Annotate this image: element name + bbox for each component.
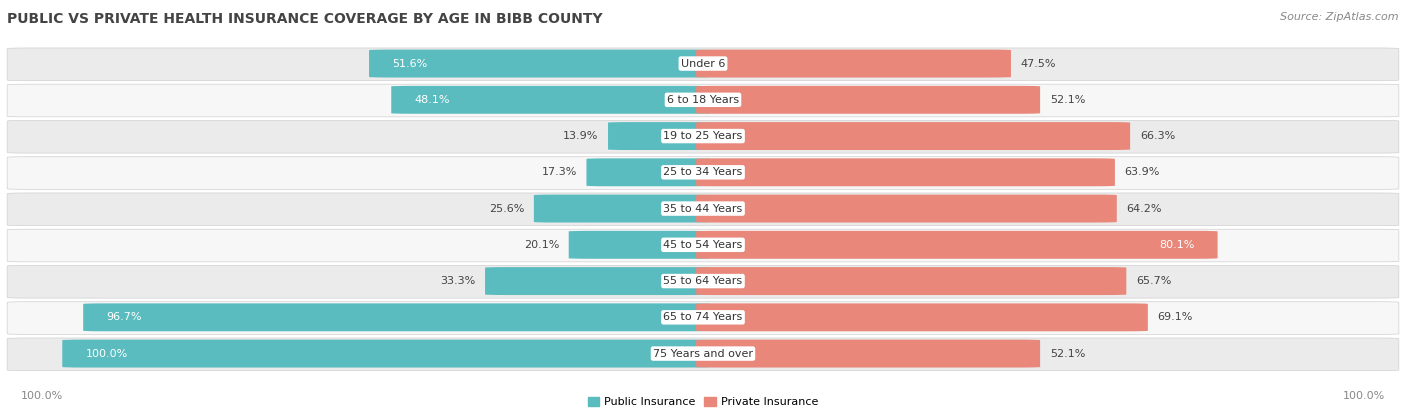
Text: 65 to 74 Years: 65 to 74 Years	[664, 312, 742, 322]
FancyBboxPatch shape	[62, 339, 710, 368]
Text: 47.5%: 47.5%	[1021, 59, 1056, 69]
FancyBboxPatch shape	[586, 158, 710, 186]
Text: 52.1%: 52.1%	[1050, 349, 1085, 358]
Text: 48.1%: 48.1%	[415, 95, 450, 105]
Text: 100.0%: 100.0%	[86, 349, 128, 358]
Text: PUBLIC VS PRIVATE HEALTH INSURANCE COVERAGE BY AGE IN BIBB COUNTY: PUBLIC VS PRIVATE HEALTH INSURANCE COVER…	[7, 12, 603, 26]
FancyBboxPatch shape	[7, 229, 1399, 262]
Text: 51.6%: 51.6%	[392, 59, 427, 69]
Text: 13.9%: 13.9%	[562, 131, 599, 141]
Text: 52.1%: 52.1%	[1050, 95, 1085, 105]
FancyBboxPatch shape	[696, 339, 1040, 368]
Text: 63.9%: 63.9%	[1125, 167, 1160, 177]
FancyBboxPatch shape	[696, 86, 1040, 114]
FancyBboxPatch shape	[7, 157, 1399, 189]
FancyBboxPatch shape	[391, 86, 710, 114]
FancyBboxPatch shape	[7, 193, 1399, 225]
FancyBboxPatch shape	[696, 304, 1147, 331]
FancyBboxPatch shape	[534, 195, 710, 223]
FancyBboxPatch shape	[7, 338, 1399, 370]
Text: 100.0%: 100.0%	[21, 391, 63, 401]
Text: Under 6: Under 6	[681, 59, 725, 69]
FancyBboxPatch shape	[696, 231, 1218, 259]
Text: 66.3%: 66.3%	[1140, 131, 1175, 141]
FancyBboxPatch shape	[485, 267, 710, 295]
Text: 25 to 34 Years: 25 to 34 Years	[664, 167, 742, 177]
Text: 65.7%: 65.7%	[1136, 276, 1171, 286]
FancyBboxPatch shape	[696, 158, 1115, 186]
Text: 69.1%: 69.1%	[1157, 312, 1192, 322]
FancyBboxPatch shape	[7, 121, 1399, 153]
Text: 6 to 18 Years: 6 to 18 Years	[666, 95, 740, 105]
FancyBboxPatch shape	[7, 302, 1399, 335]
FancyBboxPatch shape	[7, 266, 1399, 298]
Text: 55 to 64 Years: 55 to 64 Years	[664, 276, 742, 286]
FancyBboxPatch shape	[83, 304, 710, 331]
FancyBboxPatch shape	[696, 195, 1116, 223]
Text: 17.3%: 17.3%	[541, 167, 576, 177]
FancyBboxPatch shape	[607, 122, 710, 150]
FancyBboxPatch shape	[568, 231, 710, 259]
Text: 64.2%: 64.2%	[1126, 204, 1161, 214]
Legend: Public Insurance, Private Insurance: Public Insurance, Private Insurance	[583, 393, 823, 412]
Text: 45 to 54 Years: 45 to 54 Years	[664, 240, 742, 250]
FancyBboxPatch shape	[7, 84, 1399, 117]
Text: 33.3%: 33.3%	[440, 276, 475, 286]
Text: 96.7%: 96.7%	[107, 312, 142, 322]
Text: 20.1%: 20.1%	[523, 240, 560, 250]
FancyBboxPatch shape	[7, 48, 1399, 81]
Text: 35 to 44 Years: 35 to 44 Years	[664, 204, 742, 214]
FancyBboxPatch shape	[696, 50, 1011, 78]
FancyBboxPatch shape	[696, 267, 1126, 295]
FancyBboxPatch shape	[368, 50, 710, 78]
Text: 100.0%: 100.0%	[1343, 391, 1385, 401]
Text: 75 Years and over: 75 Years and over	[652, 349, 754, 358]
Text: 19 to 25 Years: 19 to 25 Years	[664, 131, 742, 141]
FancyBboxPatch shape	[696, 122, 1130, 150]
Text: 25.6%: 25.6%	[489, 204, 524, 214]
Text: 80.1%: 80.1%	[1159, 240, 1194, 250]
Text: Source: ZipAtlas.com: Source: ZipAtlas.com	[1281, 12, 1399, 22]
